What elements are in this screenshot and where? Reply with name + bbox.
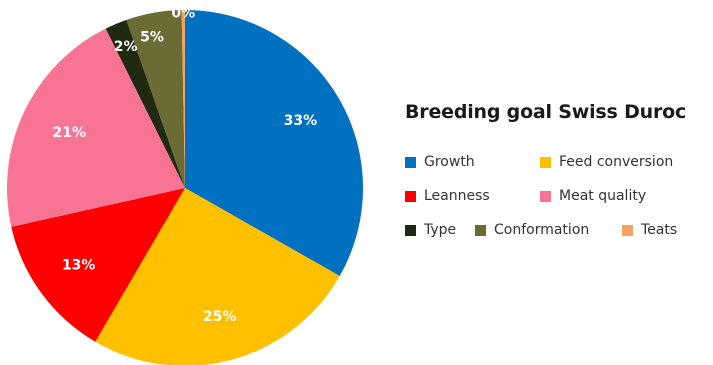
legend-swatch-type (405, 224, 416, 236)
pie-slice-type (105, 19, 185, 189)
legend-label-meat-quality: Meat quality (559, 188, 647, 204)
pie-slice-meat-quality (7, 28, 186, 227)
slice-label-leanness: 13% (62, 258, 96, 274)
legend-label-leanness: Leanness (424, 188, 490, 204)
legend-item-growth: Growth (405, 154, 475, 170)
slice-label-teats: 0% (171, 6, 195, 22)
legend-swatch-conformation (475, 224, 486, 236)
legend-item-conformation: Conformation (475, 222, 589, 238)
legend-item-leanness: Leanness (405, 188, 490, 204)
legend-item-feed-conversion: Feed conversion (540, 154, 673, 170)
pie-slice-teats (181, 9, 185, 188)
legend-swatch-leanness (405, 190, 416, 202)
pie-slices (7, 9, 363, 365)
legend-swatch-growth (405, 156, 416, 168)
slice-label-meat-quality: 21% (53, 125, 87, 141)
pie-slice-growth (185, 10, 363, 277)
slice-label-feed-conversion: 25% (203, 309, 237, 325)
legend-label-feed-conversion: Feed conversion (559, 154, 674, 170)
legend-item-meat-quality: Meat quality (540, 188, 646, 204)
legend-item-teats: Teats (622, 222, 677, 238)
legend-label-growth: Growth (424, 154, 475, 170)
legend-swatch-feed-conversion (540, 156, 551, 168)
legend-swatch-meat-quality (540, 190, 551, 202)
legend-item-type: Type (405, 222, 456, 238)
legend-label-conformation: Conformation (494, 222, 590, 238)
slice-labels: 33% 25% 13% 21% 2%5% 0% (53, 6, 318, 325)
chart-title: Breeding goal Swiss Duroc (405, 101, 687, 123)
slice-label-type: 2% (114, 39, 138, 55)
slice-label-growth: 33% (284, 113, 318, 129)
legend-label-type: Type (424, 222, 457, 238)
pie-slice-feed-conversion (95, 188, 340, 365)
legend-swatch-teats (622, 224, 633, 236)
pie-slice-conformation (126, 10, 185, 189)
slice-label-conformation: 5% (140, 29, 164, 45)
pie-slice-leanness (11, 188, 186, 342)
legend-label-teats: Teats (641, 222, 678, 238)
